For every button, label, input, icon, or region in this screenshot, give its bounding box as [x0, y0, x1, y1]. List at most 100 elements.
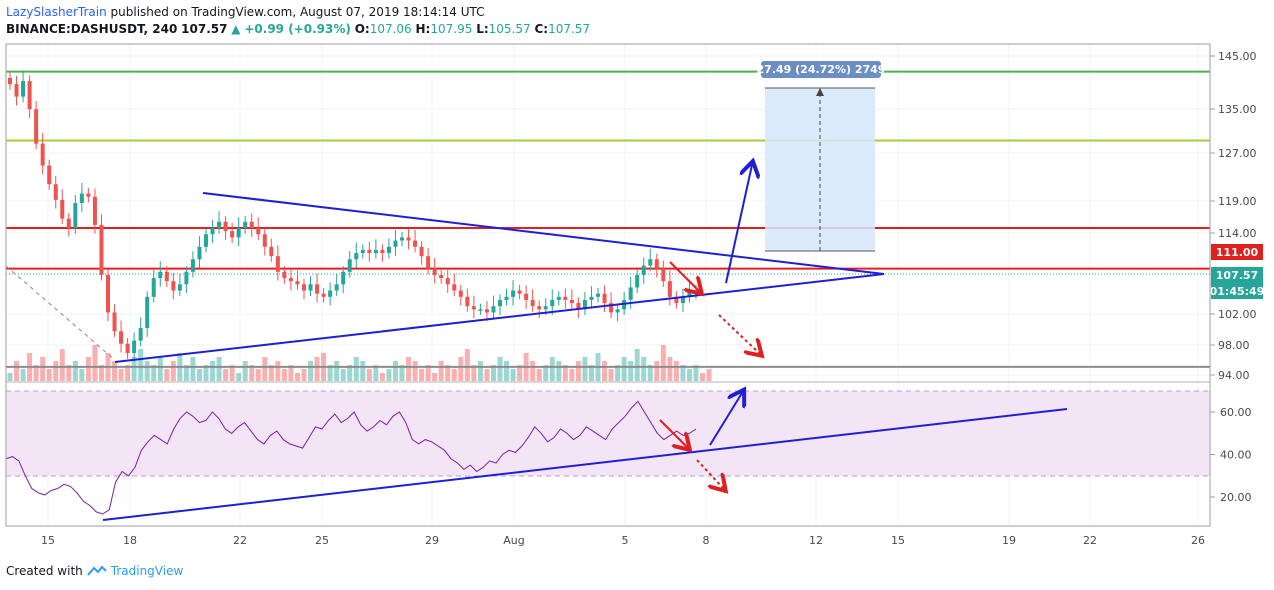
upper-trendline[interactable] [202, 192, 885, 275]
volume-bar [301, 369, 307, 381]
close-label: C: [534, 22, 549, 36]
volume-bar [164, 369, 170, 381]
candle-body [288, 278, 293, 282]
time-tick-label: Aug [503, 534, 524, 547]
candle-body [452, 284, 457, 291]
volume-bar [602, 361, 608, 381]
candle-body [210, 228, 215, 235]
price-range-measure[interactable]: 27.49 (24.72%) 2749 [757, 61, 886, 252]
price-axis[interactable]: 145.00 135.00 127.00 119.00 114.00 102.00 98.0… [1210, 50, 1257, 382]
price-tick-label: 114.00 [1218, 227, 1257, 240]
rsi-trendline[interactable] [102, 408, 1068, 521]
candle-body [125, 343, 130, 354]
volume-bar [53, 361, 59, 381]
candle-body [334, 284, 339, 291]
candle-body [190, 259, 195, 272]
price-tick-label: 119.00 [1218, 195, 1257, 208]
volume-bar [536, 369, 542, 381]
candle-body [654, 259, 659, 269]
triangle-pattern[interactable] [5, 192, 885, 363]
candle-body [145, 296, 150, 329]
volume-bar [497, 357, 503, 381]
candle-body [511, 290, 516, 297]
candle-body [393, 240, 398, 247]
candle-body [230, 231, 235, 238]
last-price-tag: 107.57 [1216, 269, 1258, 282]
candle-body [60, 199, 65, 219]
volume-bar [366, 369, 372, 381]
candle-body [53, 184, 58, 200]
volume-bar [556, 361, 562, 381]
time-axis[interactable]: 15 18 22 25 29 Aug 5 8 12 15 19 22 26 [41, 534, 1205, 547]
lower-trendline[interactable] [114, 273, 885, 363]
rsi-tick-label: 60.00 [1220, 406, 1252, 419]
candle-body [458, 290, 463, 297]
candle-body [517, 290, 522, 294]
candle-body [151, 278, 156, 297]
candle-body [596, 293, 600, 297]
candle-body [14, 84, 19, 97]
volume-bar [471, 365, 477, 381]
volume-bar [236, 373, 242, 381]
time-tick-label: 18 [123, 534, 137, 547]
rsi-bullish-arrow-icon[interactable] [709, 393, 742, 446]
volume-bar [59, 349, 65, 381]
tradingview-link[interactable]: TradingView [110, 564, 184, 578]
candle-body [171, 281, 176, 291]
price-change: +0.99 (+0.93%) [244, 22, 351, 36]
volume-bar [628, 361, 634, 381]
candle-body [543, 306, 548, 310]
volume-bar [262, 357, 268, 381]
volume-bar [588, 365, 594, 381]
volume-bar [510, 369, 516, 381]
volume-bar [660, 345, 666, 381]
open-label: O: [354, 22, 370, 36]
candle-body [439, 274, 444, 279]
candle-body [419, 246, 424, 257]
price-tick-label: 145.00 [1218, 50, 1257, 63]
candle-body [406, 237, 411, 241]
rsi-bearish-dotted-arrow-icon[interactable] [696, 459, 723, 488]
candle-body [295, 281, 300, 285]
candle-body [537, 306, 542, 310]
volume-bar [14, 361, 20, 381]
measure-label-bg [761, 61, 881, 78]
author-link[interactable]: LazySlasherTrain [6, 5, 107, 19]
candle-body [40, 143, 45, 166]
volume-bar [125, 365, 131, 381]
volume-bar [386, 369, 392, 381]
rsi-pane[interactable] [5, 391, 1210, 521]
volume-bar [569, 369, 575, 381]
volume-bar [477, 361, 483, 381]
volume-bar [79, 369, 85, 381]
countdown-tag: 01:45:49 [1210, 285, 1265, 298]
chart-area[interactable]: 27.49 (24.72%) 2749 145.00 135.00 127.00 11… [0, 0, 1274, 560]
candle-body [164, 271, 169, 282]
candle-body [236, 228, 241, 238]
price-tick-label: 94.00 [1218, 369, 1250, 382]
volume-bar [92, 345, 98, 381]
bullish-arrow-icon[interactable] [725, 165, 752, 284]
volume-bar [347, 365, 353, 381]
volume-bar [7, 373, 13, 381]
volume-bar [667, 357, 673, 381]
bearish-arrow-icon[interactable] [669, 261, 699, 291]
up-arrow-icon: ▲ [231, 22, 241, 36]
candle-body [504, 296, 509, 300]
candle-body [445, 278, 450, 285]
volume-bar [203, 365, 209, 381]
volume-bar [504, 361, 510, 381]
volume-bar [229, 365, 235, 381]
candle-body [315, 284, 320, 294]
low-label: L: [476, 22, 489, 36]
low-value: 105.57 [488, 22, 531, 36]
rsi-bearish-arrow-icon[interactable] [659, 419, 687, 447]
volume-bar [686, 369, 692, 381]
volume-bar [419, 369, 425, 381]
candle-body [373, 249, 378, 254]
volume-bar [275, 361, 281, 381]
volume-bar [700, 373, 706, 381]
rsi-line [5, 400, 697, 515]
volume-bar [392, 361, 398, 381]
candle-body [73, 202, 78, 229]
